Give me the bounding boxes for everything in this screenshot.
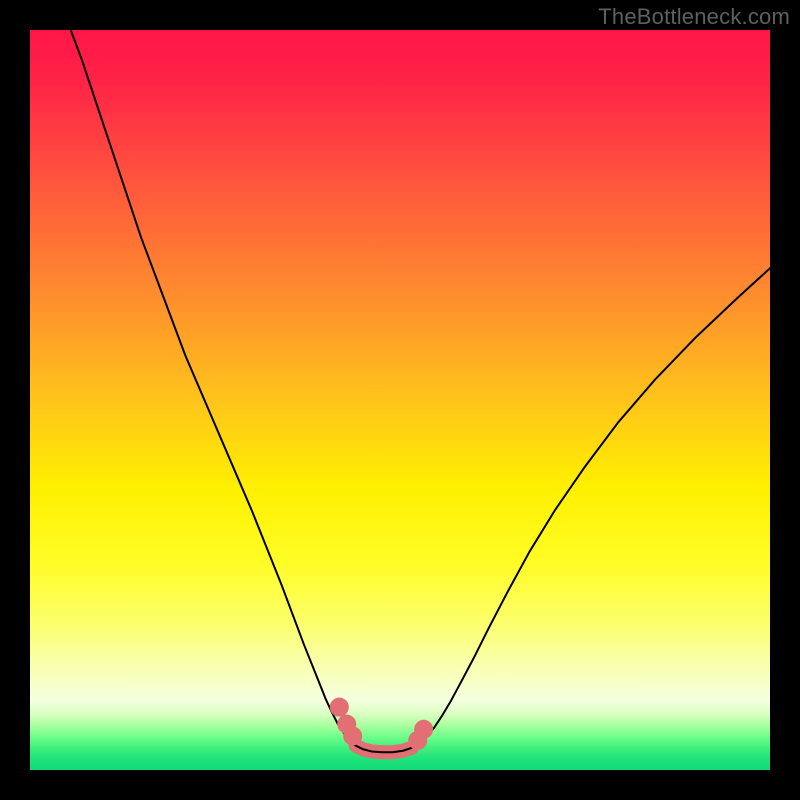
plot-area	[30, 30, 770, 770]
chart-stage: TheBottleneck.com	[0, 0, 800, 800]
curve-marker	[330, 698, 348, 716]
curve-marker	[415, 720, 433, 738]
gradient-background	[30, 30, 770, 770]
chart-svg	[30, 30, 770, 770]
curve-marker	[344, 727, 362, 745]
watermark-text: TheBottleneck.com	[598, 4, 790, 30]
